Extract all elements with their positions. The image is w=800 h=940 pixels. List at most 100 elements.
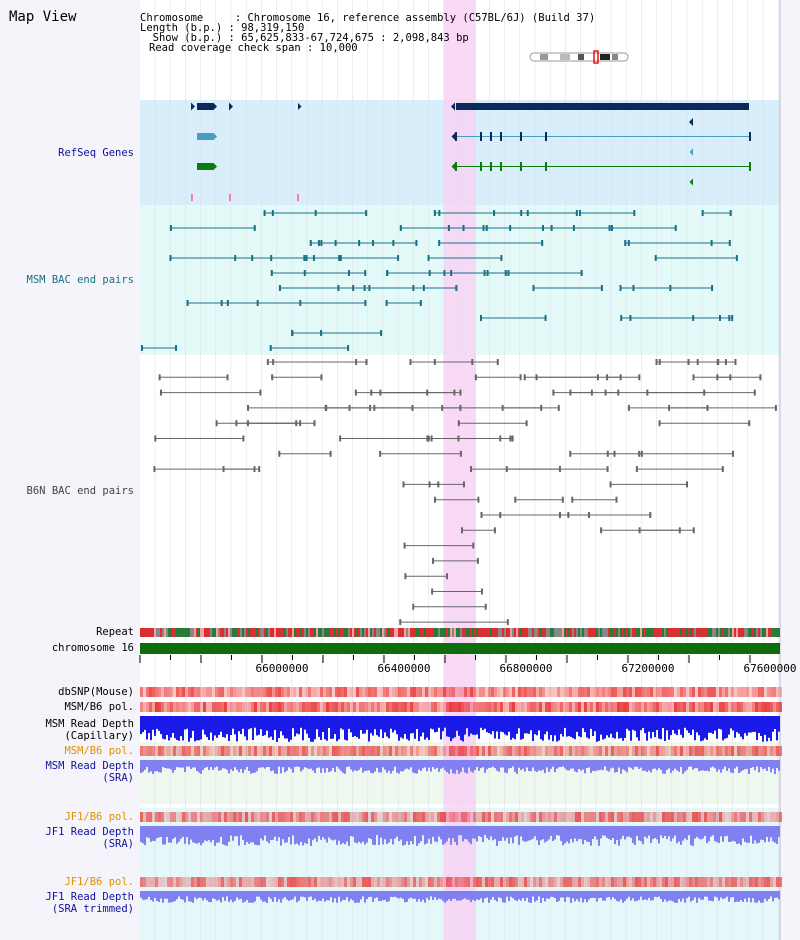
heat-cell <box>365 812 368 822</box>
depth-bar <box>152 760 154 774</box>
depth-bar <box>754 891 756 903</box>
depth-bar <box>580 716 582 738</box>
gene-exon <box>490 132 492 141</box>
repeat-block <box>294 628 296 637</box>
heat-cell <box>386 877 389 887</box>
heat-cell <box>362 687 365 697</box>
depth-bar <box>226 760 228 770</box>
repeat-block <box>598 628 600 637</box>
depth-bar <box>524 716 526 734</box>
heat-cell <box>497 702 500 712</box>
depth-bar <box>502 826 504 838</box>
heat-cell <box>272 877 275 887</box>
heat-cell <box>551 746 554 756</box>
heat-cell <box>209 687 212 697</box>
heat-cell <box>599 687 602 697</box>
heat-cell <box>668 687 671 697</box>
repeat-block <box>480 628 482 637</box>
depth-bar <box>438 891 440 899</box>
depth-bar <box>464 891 466 899</box>
heat-cell <box>143 877 146 887</box>
heat-cell <box>596 702 599 712</box>
depth-bar <box>700 760 702 771</box>
chromosome-bar <box>140 643 780 654</box>
heat-cell <box>671 702 674 712</box>
depth-bar <box>296 891 298 903</box>
depth-bar <box>316 760 318 769</box>
depth-bar <box>306 891 308 901</box>
heat-cell <box>683 687 686 697</box>
depth-bar <box>754 760 756 771</box>
heat-cell <box>671 812 674 822</box>
heat-cell <box>380 702 383 712</box>
depth-bar <box>402 826 404 846</box>
depth-bar <box>456 891 458 901</box>
repeat-block <box>420 628 422 637</box>
depth-bar <box>586 891 588 903</box>
depth-bar <box>560 716 562 734</box>
depth-bar <box>210 716 212 733</box>
depth-bar <box>708 716 710 733</box>
depth-bar <box>730 891 732 898</box>
b6n-bac-label[interactable]: B6N BAC end pairs <box>26 485 134 497</box>
depth-bar <box>236 891 238 898</box>
axis-tick-label: 67600000 <box>743 662 797 675</box>
msm-bac-label[interactable]: MSM BAC end pairs <box>26 274 134 286</box>
heat-cell <box>470 687 473 697</box>
heat-cell <box>617 702 620 712</box>
heat-cell <box>611 877 614 887</box>
heat-cell <box>683 746 686 756</box>
depth-bar <box>580 826 582 839</box>
heat-cell <box>263 687 266 697</box>
heat-cell <box>434 702 437 712</box>
depth-bar <box>290 760 292 769</box>
depth-bar <box>672 716 674 730</box>
heat-cell <box>344 702 347 712</box>
repeat-block <box>618 628 620 637</box>
heat-cell <box>461 877 464 887</box>
heat-cell <box>698 812 701 822</box>
depth-bar <box>290 826 292 845</box>
depth-bar <box>384 760 386 770</box>
bac-end <box>558 466 561 473</box>
heat-cell <box>422 812 425 822</box>
depth-bar <box>272 760 274 771</box>
refseq-genes-label[interactable]: RefSeq Genes <box>58 147 134 159</box>
repeat-block <box>488 628 490 637</box>
depth-bar <box>716 760 718 772</box>
depth-bar <box>232 891 234 903</box>
depth-bar <box>520 716 522 740</box>
depth-bar <box>376 760 378 768</box>
heat-cell <box>290 812 293 822</box>
heat-cell <box>398 877 401 887</box>
repeat-block <box>692 628 694 637</box>
heat-cell <box>506 812 509 822</box>
bac-end <box>309 240 312 246</box>
depth-bar <box>410 716 412 734</box>
bac-end <box>655 359 658 365</box>
heat-cell <box>254 702 257 712</box>
heat-cell <box>581 702 584 712</box>
heat-cell <box>374 702 377 712</box>
depth-bar <box>760 760 762 768</box>
heat-cell <box>755 687 758 697</box>
depth-bar <box>588 716 590 739</box>
heat-cell <box>389 746 392 756</box>
bac-end <box>379 389 382 396</box>
repeat-block <box>190 628 192 637</box>
heat-cell <box>398 687 401 697</box>
depth-bar <box>316 716 318 730</box>
heat-cell <box>560 812 563 822</box>
repeat-block <box>334 628 336 637</box>
depth-bar <box>652 826 654 840</box>
depth-bar <box>652 891 654 901</box>
bac-end <box>615 496 618 503</box>
depth-bar <box>240 760 242 769</box>
depth-bar <box>312 760 314 771</box>
heat-cell <box>563 812 566 822</box>
repeat-block <box>302 628 304 637</box>
depth-bar <box>568 891 570 898</box>
heat-cell <box>326 877 329 887</box>
repeat-block <box>584 628 586 637</box>
